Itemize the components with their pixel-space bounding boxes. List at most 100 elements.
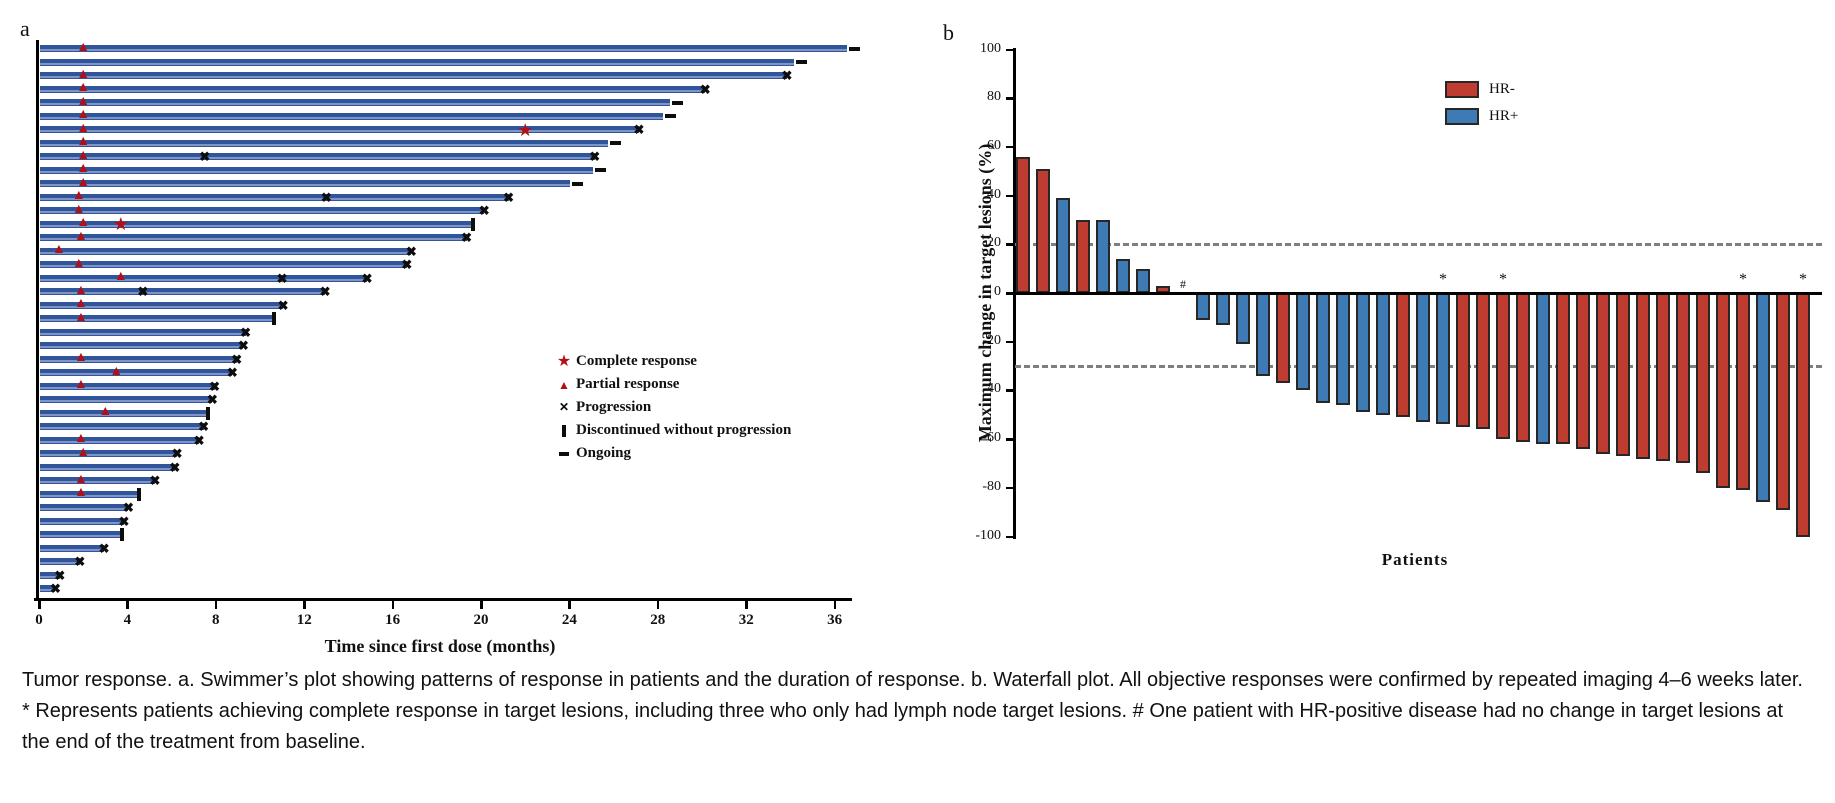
legend-item-label: HR+ bbox=[1489, 108, 1519, 124]
swimmer-bar bbox=[40, 85, 706, 93]
waterfall-bar-hr-positive bbox=[1196, 293, 1210, 320]
complete-response-marker: ★ bbox=[112, 214, 129, 234]
waterfall-bar-hr-positive bbox=[1056, 198, 1070, 293]
swimmer-bar bbox=[40, 315, 273, 322]
partial-response-marker: ▲ bbox=[74, 471, 88, 487]
progression-marker: ✖ bbox=[699, 81, 711, 97]
progression-marker: ✖ bbox=[98, 540, 110, 556]
swimmer-bar bbox=[40, 207, 485, 214]
waterfall-y-tick-label: -100 bbox=[975, 527, 1001, 543]
hr-negative-swatch bbox=[1445, 81, 1479, 98]
waterfall-bar-hr-negative bbox=[1456, 293, 1470, 427]
progression-marker: ✖ bbox=[193, 432, 205, 448]
ongoing-marker bbox=[572, 181, 584, 186]
swimmer-x-tick-label: 12 bbox=[296, 612, 312, 628]
partial-response-marker: ▲ bbox=[76, 93, 91, 109]
progression-marker: ✖ bbox=[206, 392, 218, 407]
waterfall-bar-hr-negative bbox=[1016, 156, 1030, 293]
swimmer-bar bbox=[40, 504, 129, 511]
panel-a-label: a bbox=[20, 16, 30, 41]
swimmer-bar bbox=[40, 58, 794, 66]
dash-icon bbox=[552, 451, 576, 456]
partial-response-marker: ▲ bbox=[76, 161, 91, 176]
partial-response-marker: ▲ bbox=[109, 363, 124, 379]
progression-marker: ✖ bbox=[169, 459, 181, 475]
pipe-icon bbox=[552, 424, 576, 437]
progression-marker: ✖ bbox=[118, 513, 130, 529]
partial-response-marker: ▲ bbox=[76, 134, 91, 149]
swimmer-y-axis bbox=[36, 40, 39, 600]
progression-marker: ✖ bbox=[633, 122, 645, 137]
partial-response-marker: ▲ bbox=[74, 282, 88, 298]
progression-marker: ✖ bbox=[198, 419, 209, 434]
partial-response-marker: ▲ bbox=[74, 228, 88, 244]
partial-response-marker: ▲ bbox=[76, 39, 91, 55]
swimmer-bar bbox=[40, 423, 204, 430]
swimmer-x-tick bbox=[391, 601, 395, 609]
waterfall-y-tick bbox=[1006, 389, 1014, 392]
waterfall-bar-hr-positive bbox=[1236, 293, 1250, 345]
discontinued-marker bbox=[470, 217, 475, 231]
progression-marker: ✖ bbox=[199, 149, 211, 164]
swimmer-x-tick bbox=[126, 601, 129, 609]
swimmer-bar bbox=[40, 531, 120, 538]
ongoing-marker bbox=[848, 46, 860, 51]
waterfall-bar-hr-negative bbox=[1396, 293, 1410, 418]
waterfall-y-tick bbox=[1006, 243, 1014, 246]
discontinued-marker bbox=[205, 406, 210, 420]
waterfall-bar-hr-negative bbox=[1696, 293, 1710, 474]
swimmer-x-tick-label: 28 bbox=[650, 612, 666, 628]
swimmer-x-tick-label: 4 bbox=[123, 612, 132, 628]
progression-marker: ✖ bbox=[54, 567, 66, 583]
swimmer-bar bbox=[40, 585, 56, 592]
swimmer-x-tick bbox=[568, 601, 571, 609]
reference-line bbox=[1015, 243, 1822, 247]
swimmer-bar bbox=[40, 247, 412, 255]
x-icon: ✕ bbox=[558, 400, 570, 414]
waterfall-y-tick bbox=[1006, 535, 1014, 538]
partial-response-marker: ▲ bbox=[76, 444, 91, 460]
swimmer-x-tick-label: 24 bbox=[561, 612, 577, 628]
swimmer-bar bbox=[40, 45, 847, 52]
legend-item: HR- bbox=[1445, 76, 1518, 103]
partial-response-marker: ▲ bbox=[76, 107, 91, 122]
waterfall-y-tick-label: 20 bbox=[987, 235, 1001, 251]
legend-item: ▲ Partial response bbox=[552, 373, 882, 396]
progression-marker: ✖ bbox=[478, 203, 490, 218]
legend-item: ★ Complete response bbox=[552, 350, 882, 373]
waterfall-y-tick bbox=[1006, 438, 1014, 441]
swimmer-x-tick-label: 8 bbox=[212, 612, 220, 628]
partial-response-marker: ▲ bbox=[74, 309, 88, 325]
swimmer-bar bbox=[40, 544, 105, 552]
waterfall-bar-hr-positive bbox=[1536, 293, 1550, 444]
panel-b-label: b bbox=[943, 20, 954, 45]
swimmer-bar bbox=[40, 369, 233, 376]
star-icon: ★ bbox=[556, 352, 572, 370]
swimmer-bar bbox=[40, 274, 368, 282]
progression-marker: ✖ bbox=[461, 230, 472, 245]
swimmer-x-tick bbox=[480, 601, 483, 609]
swimmer-bar bbox=[40, 409, 206, 417]
waterfall-bar-hr-negative bbox=[1776, 293, 1790, 510]
swimmer-x-tick-label: 36 bbox=[827, 612, 843, 628]
waterfall-bar-hr-negative bbox=[1076, 219, 1090, 293]
swimmer-bar bbox=[40, 490, 138, 498]
waterfall-bar-hr-positive bbox=[1376, 293, 1390, 415]
legend-item-label: Partial response bbox=[576, 376, 680, 392]
waterfall-y-tick-label: 100 bbox=[980, 40, 1001, 56]
legend-item: ✕ Progression bbox=[552, 396, 882, 419]
partial-response-marker: ▲ bbox=[113, 269, 128, 284]
progression-marker: ✖ bbox=[149, 473, 161, 488]
partial-response-marker: ▲ bbox=[74, 296, 88, 311]
discontinued-marker bbox=[119, 528, 124, 541]
waterfall-bar-hr-positive bbox=[1096, 219, 1110, 293]
waterfall-bar-hr-negative bbox=[1556, 293, 1570, 444]
legend-item-label: Discontinued without progression bbox=[576, 422, 792, 438]
waterfall-legend: HR- HR+ bbox=[1445, 76, 1518, 130]
waterfall-y-tick bbox=[1006, 340, 1014, 344]
swimmer-bar bbox=[40, 382, 215, 390]
waterfall-x-axis-title: Patients bbox=[1381, 550, 1449, 569]
swimmer-x-tick bbox=[214, 601, 218, 609]
swimmer-x-tick bbox=[303, 601, 306, 609]
waterfall-y-tick bbox=[1006, 48, 1014, 51]
